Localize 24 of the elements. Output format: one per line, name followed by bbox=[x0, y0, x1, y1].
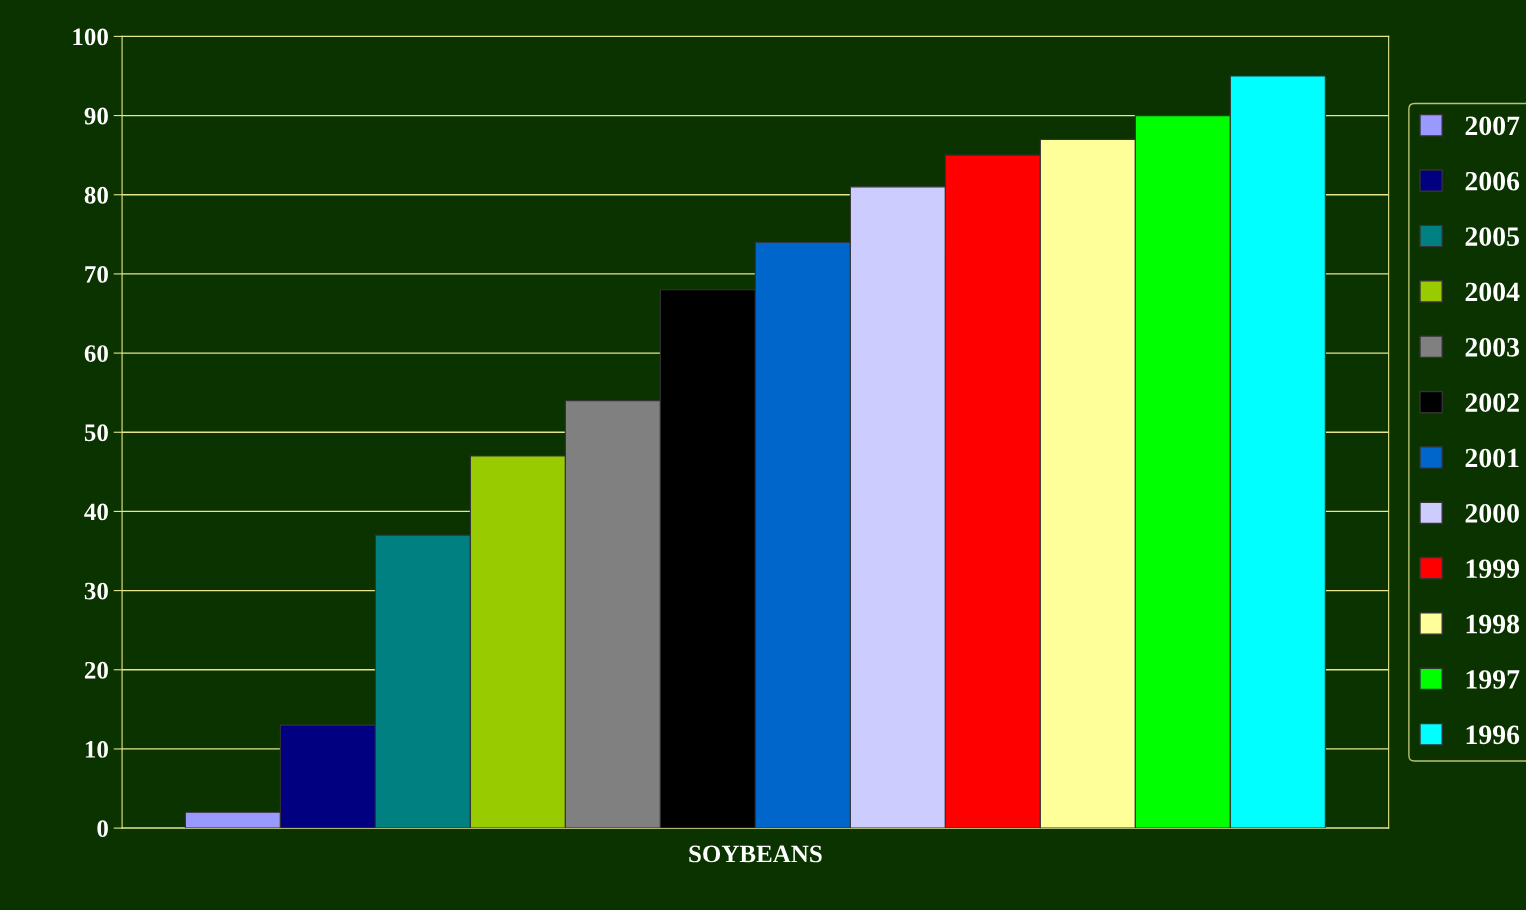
x-tick-label: SOYBEANS bbox=[689, 845, 822, 863]
legend-label: 2003 bbox=[1465, 337, 1520, 357]
y-tick-label: 60 bbox=[84, 345, 108, 362]
legend-label: 2001 bbox=[1465, 448, 1519, 468]
legend-label: 2005 bbox=[1465, 227, 1519, 246]
legend-label: 2006 bbox=[1465, 171, 1520, 191]
legend-label: 2004 bbox=[1465, 282, 1520, 302]
y-tick-label: 100 bbox=[73, 28, 108, 46]
y-tick-label: 80 bbox=[84, 186, 108, 204]
legend-label: 2000 bbox=[1465, 504, 1519, 523]
y-tick-label: 40 bbox=[84, 503, 108, 521]
legend-label: 1997 bbox=[1466, 670, 1520, 689]
y-tick-label: 50 bbox=[84, 424, 108, 442]
y-tick-label: 20 bbox=[84, 661, 108, 679]
legend-label: 1996 bbox=[1466, 725, 1520, 745]
y-tick-label: 10 bbox=[85, 740, 108, 758]
y-tick-label: 30 bbox=[84, 582, 108, 600]
y-tick-label: 70 bbox=[85, 265, 108, 283]
legend-label: 2002 bbox=[1465, 393, 1519, 413]
legend-label: 1998 bbox=[1466, 614, 1520, 634]
y-tick-label: 0 bbox=[97, 820, 108, 838]
legend-label: 2007 bbox=[1465, 116, 1520, 136]
y-tick-label: 90 bbox=[84, 107, 108, 125]
legend-label: 1999 bbox=[1466, 559, 1519, 579]
